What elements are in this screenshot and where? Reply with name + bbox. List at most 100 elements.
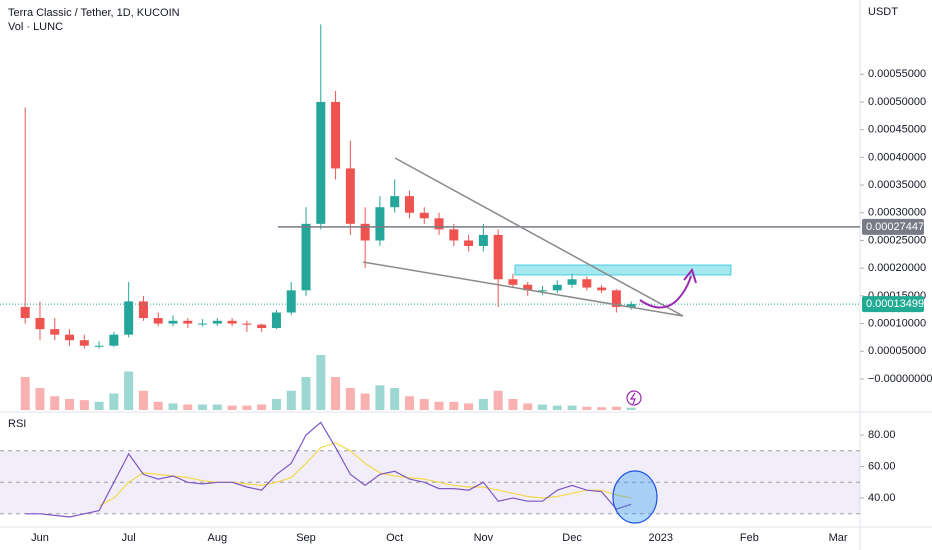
x-tick-label: Mar — [829, 532, 848, 544]
volume-bar — [242, 405, 252, 410]
plot: 0.00055000 0.00050000 0.00045000 0.00040000… — [0, 24, 932, 544]
y-tick-label: 0.00030000 — [868, 207, 926, 219]
rsi-line — [25, 421, 632, 518]
volume-bar — [508, 399, 518, 410]
candle-body — [523, 284, 533, 291]
volume-bar — [611, 406, 621, 410]
volume-bar — [138, 390, 148, 410]
volume-bar — [360, 393, 370, 410]
candle-body — [390, 196, 400, 208]
x-tick-label: Nov — [474, 532, 494, 544]
candle-body — [449, 229, 459, 241]
resistance-zone — [514, 264, 732, 276]
candle-body — [375, 207, 385, 241]
trend-line-lower — [362, 261, 684, 317]
candle-body — [286, 290, 296, 313]
rsi-tick-label: 60.00 — [868, 460, 896, 472]
arrow-head — [683, 267, 697, 284]
highlight-circle — [612, 470, 658, 524]
y-tick-label: −0.00000000 — [868, 373, 932, 385]
candle-body — [331, 101, 341, 169]
rsi-tick-label: 80.00 — [868, 429, 896, 441]
volume-bar — [493, 390, 503, 410]
volume-bar — [434, 401, 444, 410]
candle-body — [198, 323, 208, 325]
volume-bar — [538, 404, 547, 410]
volume-bar — [390, 388, 400, 410]
volume-bar — [271, 399, 281, 410]
candle-body — [567, 279, 577, 285]
volume-bar — [626, 407, 636, 410]
candle-body — [345, 168, 355, 224]
volume-bar — [50, 396, 60, 410]
y-axis-label: USDT — [868, 6, 898, 18]
y-tick-label: 0.00040000 — [868, 151, 926, 163]
y-tick-label: 0.00050000 — [868, 96, 926, 108]
x-tick-label: Jul — [122, 532, 136, 544]
candle-body — [65, 334, 75, 341]
volume-bar — [478, 399, 488, 410]
y-tick-label: 0.00005000 — [868, 345, 926, 357]
volume-bar — [257, 404, 267, 410]
volume-bar — [212, 404, 222, 410]
volume-bar — [35, 388, 45, 410]
candle-body — [94, 345, 104, 347]
candle-body — [538, 290, 547, 292]
volume-bar — [183, 404, 193, 410]
y-tick-label: 0.00035000 — [868, 179, 926, 191]
volume-bar — [375, 385, 385, 410]
candle-body — [404, 196, 414, 213]
candle-body — [552, 284, 562, 291]
last-price-box — [862, 296, 924, 313]
candle-body — [434, 218, 444, 230]
rsi-ma-line — [98, 442, 632, 507]
volume-bar — [582, 406, 592, 410]
candle-body — [360, 223, 370, 241]
x-tick-label: Dec — [562, 532, 582, 544]
volume-label: Vol · LUNC — [8, 21, 63, 33]
y-tick-label: 0.00025000 — [868, 234, 926, 246]
candle-body — [183, 320, 193, 324]
x-tick-label: Sep — [296, 532, 316, 544]
candle-body — [493, 234, 503, 280]
volume-bar — [316, 355, 326, 410]
candle-body — [50, 329, 60, 335]
volume-bar — [65, 399, 75, 410]
volume-bar — [597, 407, 607, 410]
volume-bar — [198, 404, 208, 410]
candle-body — [20, 306, 30, 319]
volume-bar — [449, 401, 459, 410]
volume-bar — [331, 377, 341, 410]
volume-bar — [227, 405, 237, 410]
event-icon-bolt — [629, 392, 636, 405]
candle-body — [242, 323, 252, 325]
trend-line-upper — [394, 157, 684, 317]
candle-body — [597, 287, 607, 291]
candle-body — [626, 304, 636, 307]
candle-body — [611, 290, 621, 307]
volume-bar — [20, 377, 30, 410]
volume-bar — [153, 401, 163, 410]
x-tick-label: Oct — [386, 532, 403, 544]
x-tick-label: Aug — [208, 532, 228, 544]
event-icon[interactable] — [626, 390, 642, 406]
y-tick-label: 0.00055000 — [868, 68, 926, 80]
volume-bar — [286, 390, 296, 410]
candle-body — [124, 301, 134, 335]
y-tick-label: 0.00020000 — [868, 262, 926, 274]
candle-body — [301, 223, 311, 291]
volume-bar — [552, 405, 562, 410]
volume-bar — [168, 403, 178, 410]
candle-body — [582, 279, 592, 288]
x-tick-label: 2023 — [648, 532, 672, 544]
candle-body — [109, 334, 119, 346]
candle-body — [212, 320, 222, 324]
volume-bar — [124, 371, 134, 410]
forecast-arrow — [639, 275, 692, 309]
volume-bar — [404, 396, 414, 410]
volume-bar — [523, 403, 533, 410]
candle-body — [168, 320, 178, 324]
candle-body — [271, 312, 281, 328]
